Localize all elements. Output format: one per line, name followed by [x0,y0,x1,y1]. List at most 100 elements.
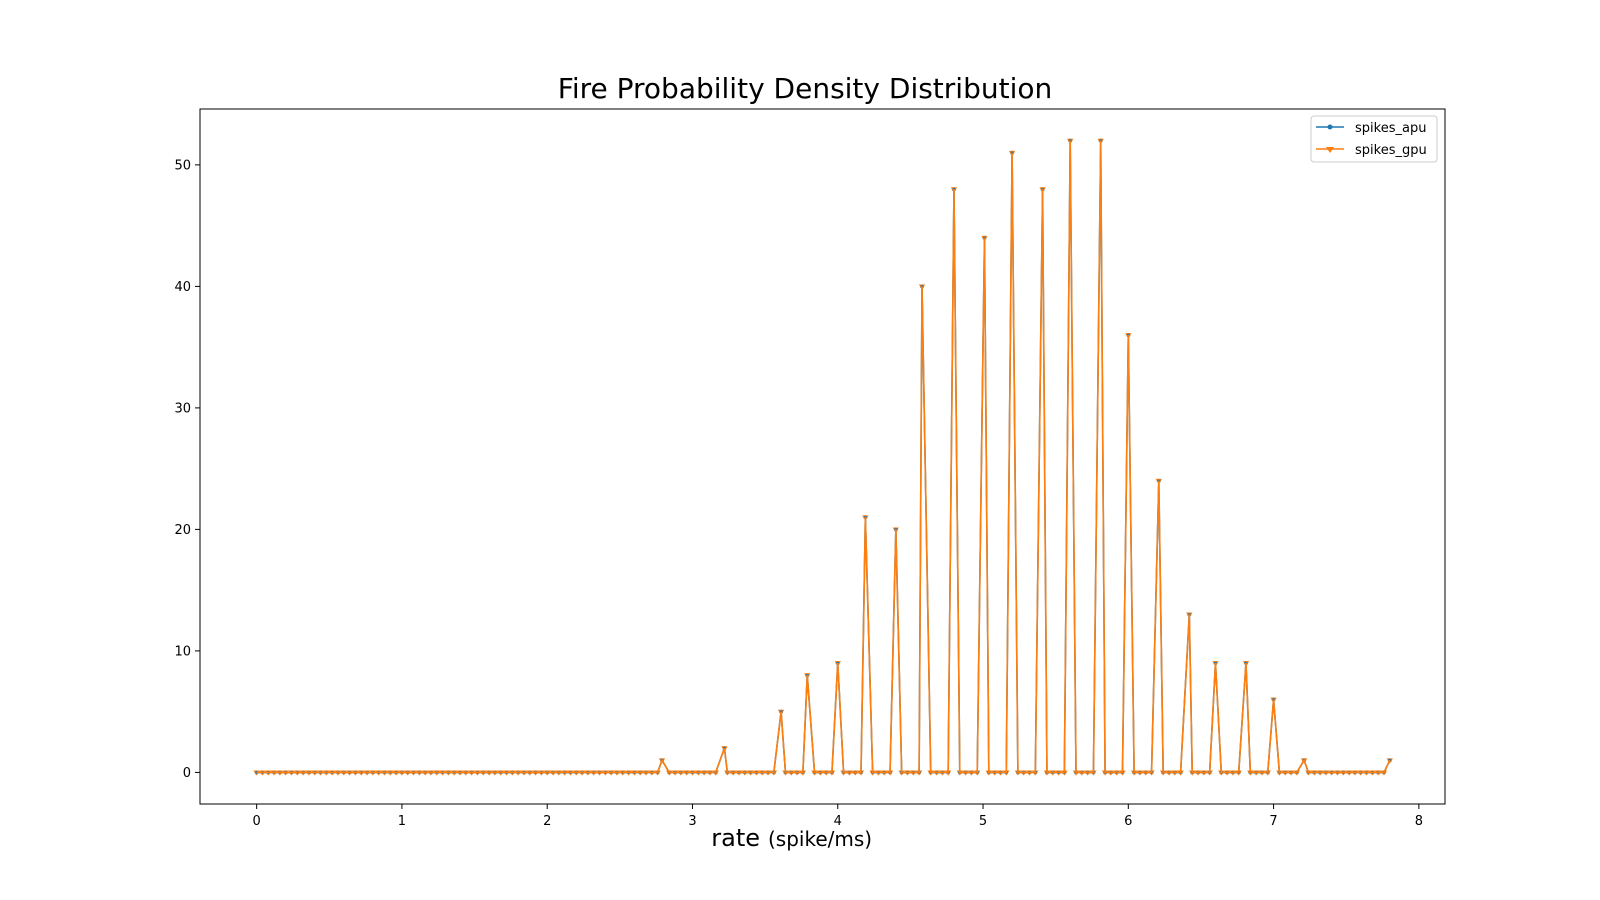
data-point-gpu [526,770,533,776]
data-point-gpu [862,515,869,521]
data-point-gpu [1328,770,1335,776]
chart-title: Fire Probability Density Distribution [558,72,1052,105]
data-point-gpu [1322,770,1330,776]
data-point-gpu [1014,770,1022,776]
x-tick-label: 0 [253,814,261,829]
legend-marker-gpu [1326,147,1334,153]
data-point-gpu [1345,770,1353,776]
data-point-gpu [462,770,470,776]
data-point-gpu [1159,770,1167,776]
data-point-gpu [747,770,754,776]
data-point-gpu [276,770,284,776]
data-point-gpu [654,770,661,776]
data-point-gpu [305,770,313,776]
data-point-gpu [590,770,597,776]
data-point-gpu [648,770,656,776]
data-point-gpu [918,284,926,290]
data-point-gpu [1293,770,1301,776]
data-point-gpu [381,770,388,776]
data-point-gpu [700,770,708,776]
x-tick-label: 3 [688,814,696,829]
data-point-gpu [578,770,586,776]
data-point-gpu [1380,770,1388,776]
data-point-gpu [1125,333,1132,339]
data-point-gpu [782,770,789,776]
data-point-gpu [1194,770,1202,776]
data-point-gpu [363,770,371,776]
data-point-gpu [294,770,301,776]
data-point-gpu [799,770,807,776]
series-line-gpu [256,140,1391,774]
data-point-gpu [543,770,551,776]
data-point-gpu [387,770,394,776]
data-point-gpu [375,770,382,776]
data-point-gpu [636,770,644,776]
data-point-gpu [1200,770,1208,776]
data-point-gpu [886,770,894,776]
data-point-gpu [421,770,429,776]
data-point-gpu [404,770,411,776]
data-point-gpu [1334,770,1341,776]
data-point-gpu [1276,770,1283,776]
data-point-gpu [1142,770,1149,776]
data-point-gpu [1242,661,1250,667]
data-point-gpu [1119,770,1126,776]
data-point-gpu [846,770,853,776]
data-point-gpu [456,770,464,776]
data-point-gpu [677,770,685,776]
data-point-gpu [753,770,760,776]
data-point-gpu [1039,187,1046,193]
data-point-gpu [1043,770,1051,776]
data-point-gpu [1281,770,1289,776]
data-point-gpu [1311,770,1318,776]
data-point-gpu [1072,770,1080,776]
data-point-gpu [1008,150,1016,156]
data-point-gpu [1066,138,1074,144]
data-point-gpu [721,746,728,752]
data-point-gpu [689,770,696,776]
data-point-gpu [735,770,743,776]
data-point-gpu [1229,770,1237,776]
plot-area [199,108,1446,805]
data-point-gpu [671,770,679,776]
data-point-gpu [596,770,603,776]
data-point-gpu [358,770,365,776]
data-point-gpu [299,770,307,776]
data-point-gpu [491,770,499,776]
data-point-gpu [538,770,545,776]
data-point-gpu [1270,697,1277,703]
data-point-gpu [1101,770,1109,776]
data-point-gpu [1235,770,1242,776]
series-spikes-gpu [253,138,1394,776]
data-point-gpu [340,770,348,776]
data-point-gpu [1252,770,1260,776]
data-point-gpu [410,770,417,776]
data-point-gpu [619,770,626,776]
data-point-gpu [1032,770,1039,776]
data-point-gpu [1357,770,1364,776]
data-point-gpu [828,770,836,776]
data-point-gpu [1340,770,1347,776]
data-point-gpu [451,770,458,776]
y-axis: 0 10 20 30 40 50 [174,158,200,781]
data-point-gpu [1188,770,1196,776]
data-point-gpu [311,770,318,776]
data-point-gpu [282,770,289,776]
y-tick-label: 10 [174,644,191,659]
data-point-gpu [270,770,278,776]
data-point-gpu [962,770,969,776]
data-point-gpu [439,770,446,776]
data-point-gpu [567,770,574,776]
data-point-gpu [804,673,811,679]
data-point-gpu [334,770,342,776]
series-line-apu [256,140,1391,774]
data-point-gpu [1148,770,1155,776]
y-tick-label: 0 [183,766,191,781]
data-point-gpu [939,770,946,776]
data-point-gpu [741,770,748,776]
data-point-gpu [1097,138,1104,144]
data-point-gpu [892,527,900,533]
data-point-gpu [968,770,975,776]
